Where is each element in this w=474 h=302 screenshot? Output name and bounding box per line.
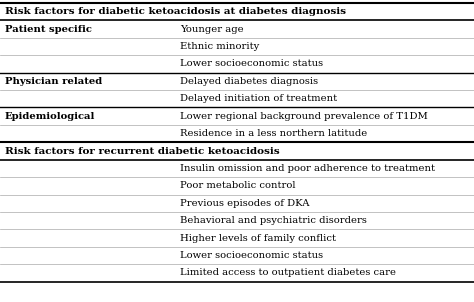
Text: Previous episodes of DKA: Previous episodes of DKA — [180, 199, 310, 208]
Text: Insulin omission and poor adherence to treatment: Insulin omission and poor adherence to t… — [180, 164, 435, 173]
Text: Limited access to outpatient diabetes care: Limited access to outpatient diabetes ca… — [180, 268, 396, 277]
Text: Younger age: Younger age — [180, 25, 244, 34]
Text: Epidemiological: Epidemiological — [5, 112, 95, 121]
Text: Physician related: Physician related — [5, 77, 102, 86]
Text: Poor metabolic control: Poor metabolic control — [180, 181, 296, 190]
Text: Lower regional background prevalence of T1DM: Lower regional background prevalence of … — [180, 112, 428, 121]
Text: Delayed diabetes diagnosis: Delayed diabetes diagnosis — [180, 77, 318, 86]
Text: Residence in a less northern latitude: Residence in a less northern latitude — [180, 129, 367, 138]
Text: Risk factors for diabetic ketoacidosis at diabetes diagnosis: Risk factors for diabetic ketoacidosis a… — [5, 7, 346, 16]
Text: Behavioral and psychiatric disorders: Behavioral and psychiatric disorders — [180, 216, 367, 225]
Text: Delayed initiation of treatment: Delayed initiation of treatment — [180, 94, 337, 103]
Text: Lower socioeconomic status: Lower socioeconomic status — [180, 59, 323, 69]
Text: Patient specific: Patient specific — [5, 25, 91, 34]
Text: Higher levels of family conflict: Higher levels of family conflict — [180, 233, 336, 243]
Text: Risk factors for recurrent diabetic ketoacidosis: Risk factors for recurrent diabetic keto… — [5, 146, 279, 156]
Text: Ethnic minority: Ethnic minority — [180, 42, 259, 51]
Text: Lower socioeconomic status: Lower socioeconomic status — [180, 251, 323, 260]
